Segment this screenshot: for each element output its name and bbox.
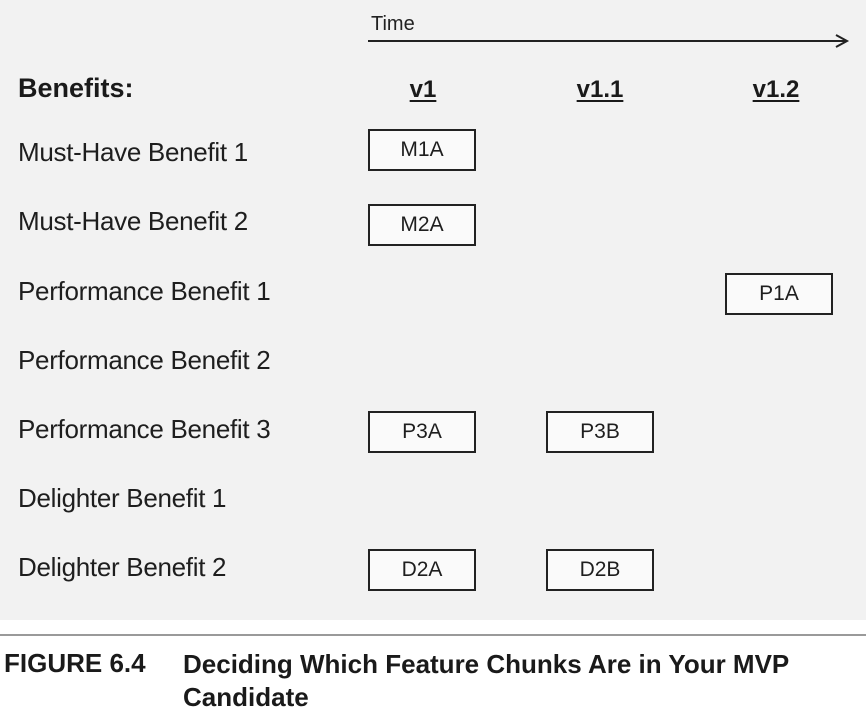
feature-chunk-m1a: M1A xyxy=(368,129,476,171)
benefit-row-label: Delighter Benefit 2 xyxy=(18,552,227,582)
feature-chunk-d2a: D2A xyxy=(368,549,476,591)
benefit-row-label: Must-Have Benefit 2 xyxy=(18,206,248,236)
feature-chunk-m2a: M2A xyxy=(368,204,476,246)
diagram-panel: Time Benefits: v1 v1.1 v1.2 Must-Have Be… xyxy=(0,0,866,620)
benefit-row-label: Must-Have Benefit 1 xyxy=(18,137,248,167)
benefit-row-label: Performance Benefit 1 xyxy=(18,276,271,306)
feature-chunk-p1a: P1A xyxy=(725,273,833,315)
benefits-heading: Benefits: xyxy=(18,73,134,103)
benefit-row-label: Performance Benefit 2 xyxy=(18,345,271,375)
feature-chunk-p3a: P3A xyxy=(368,411,476,453)
feature-chunk-d2b: D2B xyxy=(546,549,654,591)
version-header-v1: v1 xyxy=(409,76,437,103)
version-header-v1-1: v1.1 xyxy=(576,76,624,103)
caption-divider xyxy=(0,634,866,636)
figure-number: FIGURE 6.4 xyxy=(4,648,146,678)
benefit-row-label: Performance Benefit 3 xyxy=(18,414,271,444)
benefit-row-label: Delighter Benefit 1 xyxy=(18,483,227,513)
version-header-v1-2: v1.2 xyxy=(752,76,800,103)
feature-chunk-p3b: P3B xyxy=(546,411,654,453)
time-arrow-icon xyxy=(368,34,850,48)
figure-title: Deciding Which Feature Chunks Are in You… xyxy=(183,649,789,712)
time-axis-label: Time xyxy=(371,13,415,35)
